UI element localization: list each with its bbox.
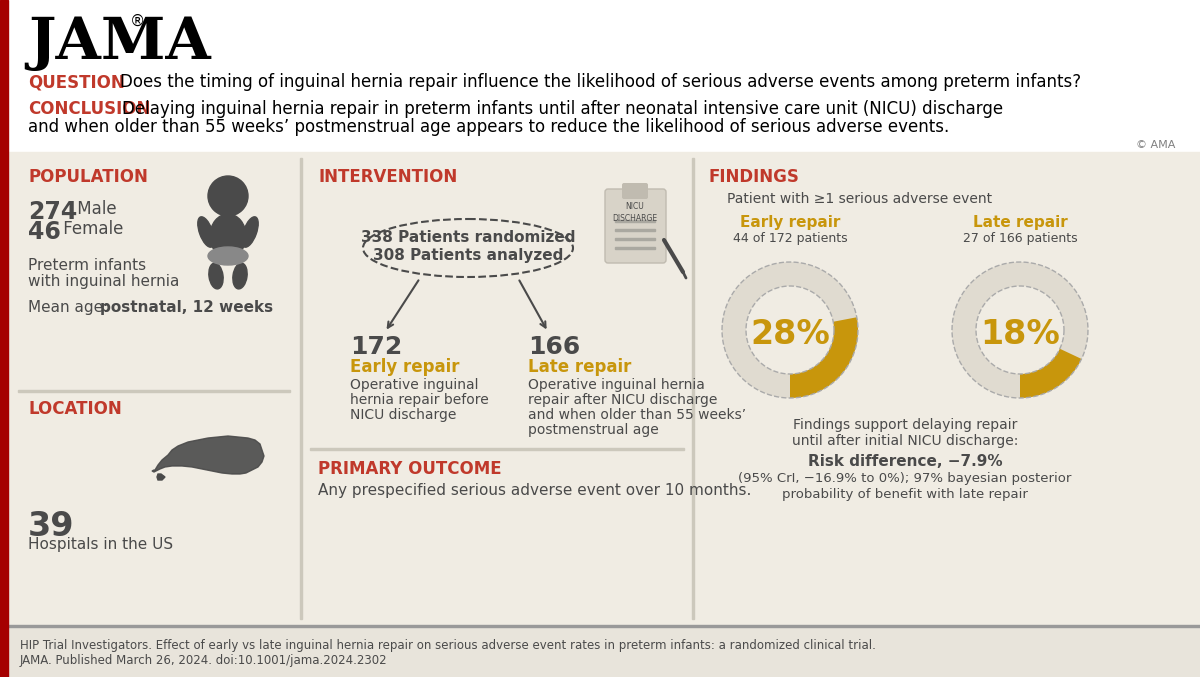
Text: hernia repair before: hernia repair before: [350, 393, 488, 407]
Bar: [692, 158, 694, 619]
Text: 274: 274: [28, 200, 77, 224]
Bar: [616, 238, 655, 240]
Bar: [18, 390, 290, 391]
Text: 27 of 166 patients: 27 of 166 patients: [962, 232, 1078, 245]
Ellipse shape: [233, 263, 247, 289]
Text: FINDINGS: FINDINGS: [708, 168, 799, 186]
Text: 18%: 18%: [980, 318, 1060, 351]
Text: LOCATION: LOCATION: [28, 400, 121, 418]
Text: (95% CrI, −16.9% to 0%); 97% bayesian posterior: (95% CrI, −16.9% to 0%); 97% bayesian po…: [738, 472, 1072, 485]
Text: repair after NICU discharge: repair after NICU discharge: [528, 393, 718, 407]
Text: © AMA: © AMA: [1135, 140, 1175, 150]
Bar: [0, 0, 8, 677]
FancyBboxPatch shape: [605, 189, 666, 263]
Text: Male: Male: [72, 200, 116, 218]
Text: Late repair: Late repair: [528, 358, 631, 376]
Text: ®: ®: [130, 14, 145, 29]
Bar: [616, 247, 655, 249]
Ellipse shape: [209, 263, 223, 289]
Bar: [310, 448, 684, 450]
Text: Risk difference, −7.9%: Risk difference, −7.9%: [808, 454, 1002, 469]
Wedge shape: [722, 262, 858, 398]
Text: INTERVENTION: INTERVENTION: [318, 168, 457, 186]
Text: Operative inguinal hernia: Operative inguinal hernia: [528, 378, 704, 392]
Text: postnatal, 12 weeks: postnatal, 12 weeks: [100, 300, 274, 315]
Text: and when older than 55 weeks’ postmenstrual age appears to reduce the likelihood: and when older than 55 weeks’ postmenstr…: [28, 118, 949, 136]
Text: QUESTION: QUESTION: [28, 73, 125, 91]
Wedge shape: [952, 262, 1088, 398]
Text: until after initial NICU discharge:: until after initial NICU discharge:: [792, 434, 1018, 448]
Text: NICU discharge: NICU discharge: [350, 408, 456, 422]
Text: 28%: 28%: [750, 318, 830, 351]
Bar: [300, 158, 301, 619]
Text: 338 Patients randomized: 338 Patients randomized: [361, 230, 575, 245]
Bar: [0, 0, 1200, 152]
Bar: [8, 627, 1200, 677]
Text: Hospitals in the US: Hospitals in the US: [28, 537, 173, 552]
Text: POPULATION: POPULATION: [28, 168, 148, 186]
Bar: [616, 220, 655, 222]
Text: Early repair: Early repair: [350, 358, 460, 376]
Bar: [8, 625, 1200, 627]
Text: Does the timing of inguinal hernia repair influence the likelihood of serious ad: Does the timing of inguinal hernia repai…: [120, 73, 1081, 91]
Wedge shape: [1020, 349, 1081, 398]
Text: 308 Patients analyzed: 308 Patients analyzed: [373, 248, 563, 263]
Text: probability of benefit with late repair: probability of benefit with late repair: [782, 488, 1028, 501]
Text: Operative inguinal: Operative inguinal: [350, 378, 479, 392]
Text: JAMA. Published March 26, 2024. doi:10.1001/jama.2024.2302: JAMA. Published March 26, 2024. doi:10.1…: [20, 654, 388, 667]
Bar: [8, 152, 1200, 627]
Ellipse shape: [210, 214, 246, 258]
Text: with inguinal hernia: with inguinal hernia: [28, 274, 179, 289]
Ellipse shape: [198, 217, 215, 247]
Text: 166: 166: [528, 335, 581, 359]
Text: 46: 46: [28, 220, 61, 244]
Text: Preterm infants: Preterm infants: [28, 258, 146, 273]
Text: postmenstrual age: postmenstrual age: [528, 423, 659, 437]
Text: Female: Female: [58, 220, 124, 238]
Text: HIP Trial Investigators. Effect of early vs late inguinal hernia repair on serio: HIP Trial Investigators. Effect of early…: [20, 639, 876, 652]
Text: Patient with ≥1 serious adverse event: Patient with ≥1 serious adverse event: [727, 192, 992, 206]
Ellipse shape: [208, 247, 248, 265]
Text: 44 of 172 patients: 44 of 172 patients: [733, 232, 847, 245]
Text: CONCLUSION: CONCLUSION: [28, 100, 150, 118]
Text: Findings support delaying repair: Findings support delaying repair: [793, 418, 1018, 432]
Circle shape: [208, 176, 248, 216]
Text: Mean age:: Mean age:: [28, 300, 113, 315]
Text: 39: 39: [28, 510, 74, 543]
Text: and when older than 55 weeks’: and when older than 55 weeks’: [528, 408, 746, 422]
Ellipse shape: [241, 217, 258, 247]
Text: PRIMARY OUTCOME: PRIMARY OUTCOME: [318, 460, 502, 478]
Text: 172: 172: [350, 335, 402, 359]
Text: Early repair: Early repair: [740, 215, 840, 230]
Text: JAMA: JAMA: [28, 15, 211, 71]
Text: Delaying inguinal hernia repair in preterm infants until after neonatal intensiv: Delaying inguinal hernia repair in prete…: [122, 100, 1003, 118]
Text: NICU
DISCHARGE: NICU DISCHARGE: [612, 202, 658, 223]
Bar: [616, 229, 655, 231]
Wedge shape: [790, 318, 858, 398]
Text: Any prespecified serious adverse event over 10 months.: Any prespecified serious adverse event o…: [318, 483, 751, 498]
FancyBboxPatch shape: [622, 183, 648, 199]
Polygon shape: [152, 436, 264, 474]
Text: Late repair: Late repair: [973, 215, 1067, 230]
Polygon shape: [157, 474, 166, 480]
